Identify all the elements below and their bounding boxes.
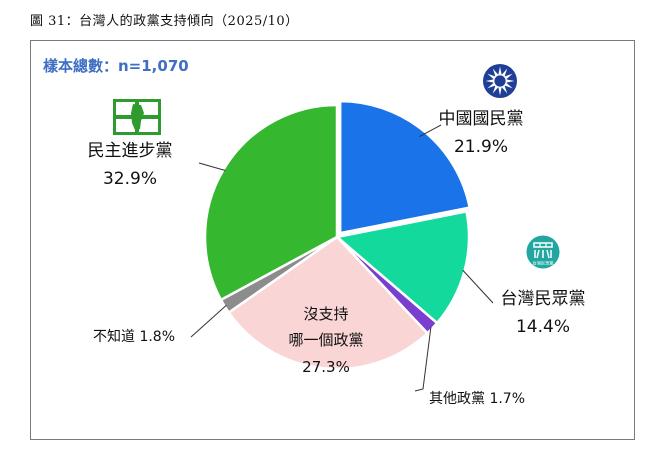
no-party-label-line1: 沒支持	[303, 305, 349, 323]
leader-line-other	[414, 326, 432, 392]
figure-caption: 圖 31：台灣人的政黨支持傾向（2025/10）	[30, 14, 299, 29]
sun-ray	[498, 87, 502, 96]
other-party-percentage: 1.7%	[489, 391, 526, 407]
chart-frame: 樣本總數：n=1,070 台灣民眾黨	[30, 40, 635, 440]
leader-line-dpp	[198, 162, 226, 171]
svg-text:台灣民眾黨: 台灣民眾黨	[533, 260, 554, 267]
dpp-taiwan-flag-icon	[113, 99, 161, 135]
pie-chart	[190, 99, 494, 392]
sun-ray	[492, 68, 498, 76]
tpp-party-name: 台灣民眾黨	[500, 289, 586, 309]
sun-ray	[502, 86, 508, 94]
sun-ray	[502, 68, 508, 76]
dpp-percentage: 32.9%	[102, 169, 157, 190]
sun-ray	[506, 79, 515, 83]
tpp-logo-icon: 台灣民眾黨	[526, 235, 560, 269]
no-party-percentage: 27.3%	[302, 357, 350, 376]
dont-know-percentage: 1.8%	[139, 329, 176, 345]
kmt-slice-label: 中國國民黨 21.9%	[426, 105, 536, 161]
kmt-emblem-icon	[482, 63, 518, 99]
sun-ray	[487, 73, 495, 79]
dont-know-name: 不知道	[93, 329, 135, 345]
sun-ray	[498, 66, 502, 75]
dpp-party-name: 民主進步黨	[87, 141, 173, 161]
sample-size-label: 樣本總數：n=1,070	[43, 57, 189, 75]
leader-line-tpp	[462, 269, 494, 304]
no-party-slice-label: 沒支持 哪一個政黨 27.3%	[261, 301, 391, 380]
sun-ray	[492, 86, 498, 94]
pie-slice-none	[227, 235, 430, 371]
leader-line-kmt	[419, 124, 442, 138]
no-party-label-line2: 哪一個政黨	[288, 331, 364, 350]
sun-ray	[505, 73, 513, 79]
pie-slice-tpp	[334, 209, 471, 325]
tpp-percentage: 14.4%	[515, 317, 570, 338]
kmt-party-name: 中國國民黨	[438, 109, 524, 129]
dpp-slice-label: 民主進步黨 32.9%	[75, 137, 185, 193]
sun-ray	[485, 79, 494, 83]
other-party-name: 其他政黨	[429, 391, 485, 407]
dont-know-slice-label: 不知道 1.8%	[93, 328, 175, 346]
sun-ray	[505, 83, 513, 89]
other-party-slice-label: 其他政黨 1.7%	[429, 390, 525, 408]
pie-slice-kmt	[338, 99, 472, 235]
tpp-slice-label: 台灣民眾黨 14.4%	[488, 285, 598, 341]
sun-ray	[487, 83, 495, 89]
kmt-percentage: 21.9%	[453, 137, 508, 158]
leader-line-dk	[190, 304, 227, 338]
